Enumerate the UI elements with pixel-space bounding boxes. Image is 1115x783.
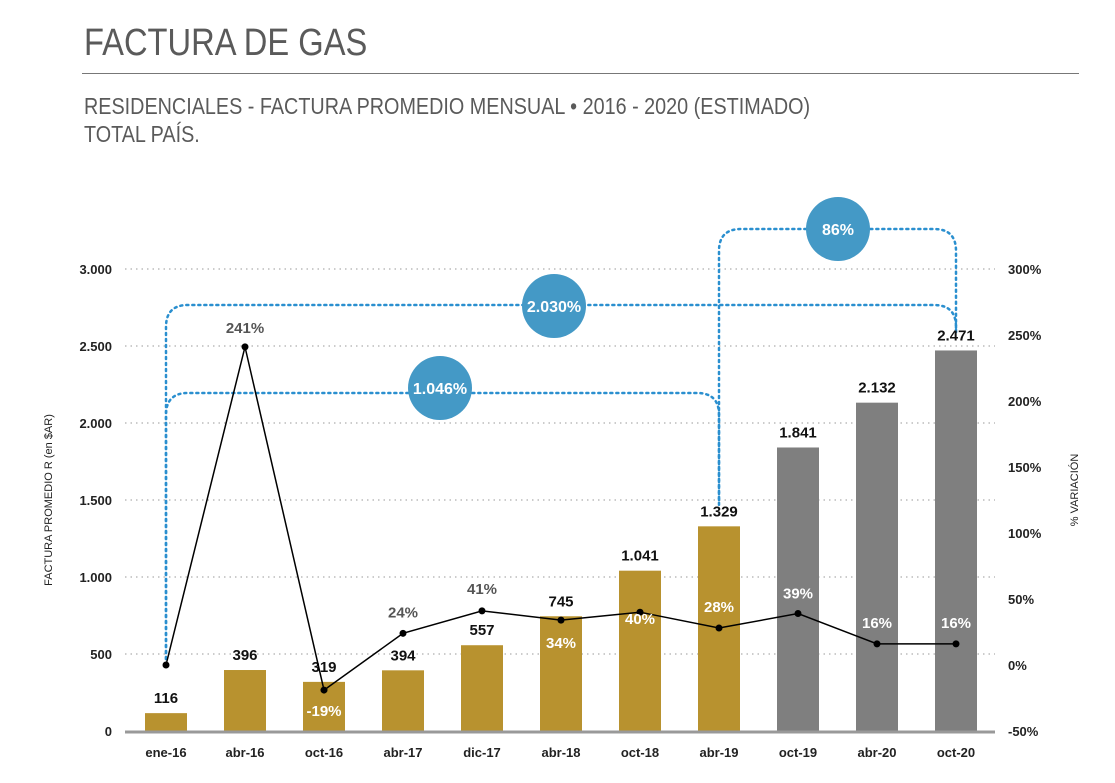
- variation-point: [320, 686, 328, 694]
- y2-tick-label: 100%: [1008, 526, 1042, 541]
- variation-label: 40%: [625, 611, 655, 628]
- bar-value-label: 1.841: [779, 424, 817, 441]
- y2-tick-label: 150%: [1008, 460, 1042, 475]
- x-tick-label: oct-20: [937, 745, 975, 760]
- y-tick-label: 2.000: [79, 416, 112, 431]
- bar-value-label: 2.471: [937, 327, 975, 344]
- y2-tick-label: 300%: [1008, 262, 1042, 277]
- bar: [461, 645, 503, 731]
- y-tick-label: 1.000: [79, 570, 112, 585]
- y2-tick-label: -50%: [1008, 724, 1039, 739]
- variation-bubble: [522, 274, 586, 338]
- page-title: FACTURA DE GAS: [84, 22, 368, 64]
- title-divider: [82, 73, 1079, 74]
- bar-value-label: 116: [154, 690, 178, 707]
- bar: [856, 402, 898, 731]
- variation-bubble: [408, 356, 472, 420]
- variation-point: [557, 616, 565, 624]
- comparison-bracket: [164, 303, 958, 667]
- variation-label: 24%: [388, 604, 418, 621]
- bar-value-label: 1.329: [700, 503, 738, 520]
- bar-value-label: 2.132: [858, 380, 896, 397]
- y-tick-label: 2.500: [79, 339, 112, 354]
- y-axis-label: FACTURA PROMEDIO R (en $AR): [43, 414, 55, 586]
- y2-axis-label: % VARIACIÓN: [1068, 454, 1081, 527]
- bar-value-label: 1.041: [621, 548, 659, 565]
- variation-label: 28%: [704, 599, 734, 616]
- bar-value-label: 319: [311, 659, 336, 676]
- bar: [777, 447, 819, 731]
- bar: [224, 670, 266, 731]
- y-tick-label: 500: [90, 647, 112, 662]
- bar: [935, 350, 977, 731]
- x-tick-label: oct-16: [305, 745, 343, 760]
- x-tick-label: dic-17: [463, 745, 501, 760]
- bar: [540, 616, 582, 731]
- subtitle-line-2: TOTAL PAÍS.: [84, 121, 200, 147]
- variation-label: 16%: [862, 615, 892, 632]
- variation-label: 241%: [226, 320, 264, 337]
- variation-bubble: [806, 197, 870, 261]
- variation-label: 39%: [783, 586, 813, 603]
- variation-label: 41%: [467, 581, 497, 598]
- y2-tick-label: 200%: [1008, 394, 1042, 409]
- subtitle-line-1: RESIDENCIALES - FACTURA PROMEDIO MENSUAL…: [84, 93, 811, 119]
- variation-label: 34%: [546, 635, 576, 652]
- variation-point: [241, 343, 249, 351]
- comparison-bracket: [717, 227, 958, 502]
- variation-point: [399, 629, 407, 637]
- variation-point: [636, 608, 644, 616]
- variation-bubble-label: 2.030%: [527, 299, 581, 316]
- x-tick-label: oct-19: [779, 745, 817, 760]
- variation-point: [162, 661, 170, 669]
- y-tick-label: 1.500: [79, 493, 112, 508]
- bar: [619, 570, 661, 731]
- x-tick-label: abr-17: [383, 745, 422, 760]
- y-tick-label: 0: [105, 724, 112, 739]
- x-tick-label: ene-16: [145, 745, 186, 760]
- subtitle: RESIDENCIALES - FACTURA PROMEDIO MENSUAL…: [84, 92, 810, 148]
- variation-label: 16%: [941, 615, 971, 632]
- variation-label: -19%: [306, 703, 341, 720]
- y2-tick-label: 50%: [1008, 592, 1034, 607]
- y2-tick-label: 0%: [1008, 658, 1027, 673]
- variation-bubble-label: 86%: [822, 222, 854, 239]
- variation-point: [873, 640, 881, 648]
- variation-point: [794, 610, 802, 618]
- x-tick-label: abr-19: [699, 745, 738, 760]
- x-tick-label: abr-20: [857, 745, 896, 760]
- variation-bubble-label: 1.046%: [413, 381, 467, 398]
- variation-point: [952, 640, 960, 648]
- bar-value-label: 396: [232, 647, 257, 664]
- y2-tick-label: 250%: [1008, 328, 1042, 343]
- x-tick-label: abr-18: [541, 745, 580, 760]
- bar-value-label: 557: [469, 622, 494, 639]
- bar-value-label: 745: [548, 593, 573, 610]
- variation-point: [478, 607, 486, 615]
- x-tick-label: oct-18: [621, 745, 659, 760]
- bar: [382, 670, 424, 731]
- y-tick-label: 3.000: [79, 262, 112, 277]
- x-tick-label: abr-16: [225, 745, 264, 760]
- variation-point: [715, 624, 723, 632]
- bar: [145, 713, 187, 731]
- bar-value-label: 394: [390, 647, 416, 664]
